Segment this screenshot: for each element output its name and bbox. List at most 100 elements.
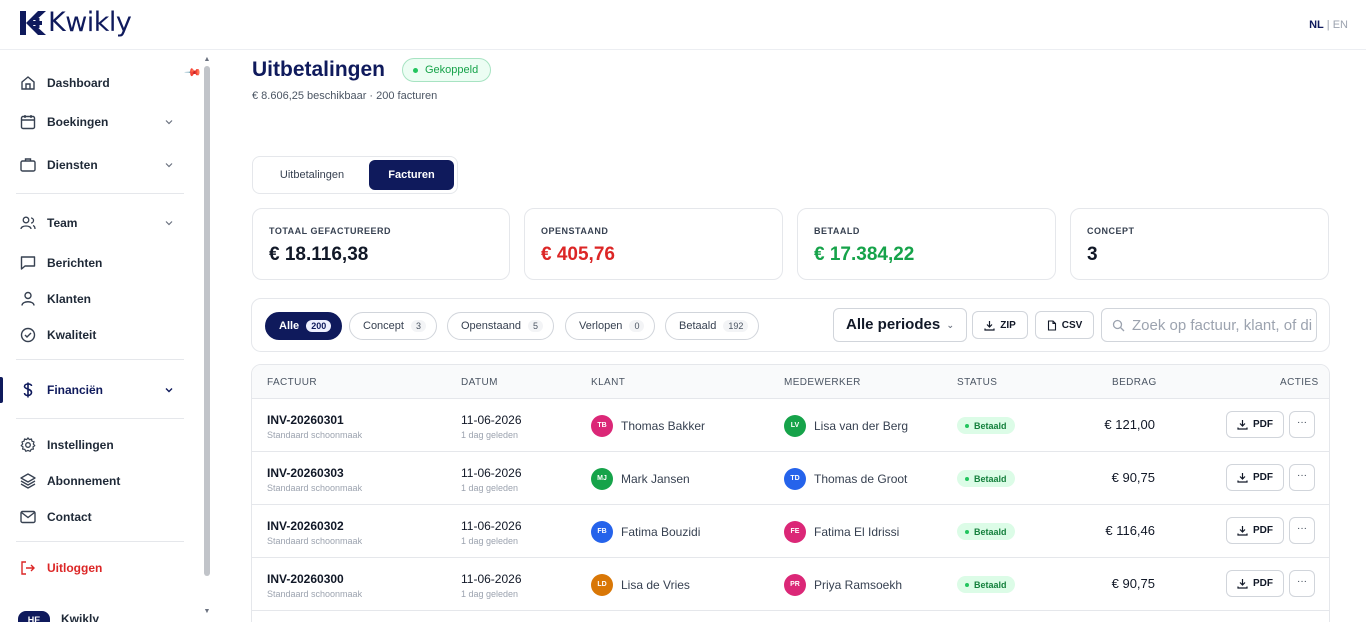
filter-chip-openstaand[interactable]: Openstaand 5 (447, 312, 554, 340)
column-header-datum[interactable]: DATUM (461, 377, 498, 388)
employee-name: Fatima El Idrissi (814, 525, 900, 539)
invoice-number[interactable]: INV-20260301 (267, 413, 344, 427)
more-actions-button[interactable]: ··· (1289, 517, 1315, 544)
sidebar-item-uitloggen[interactable]: Uitloggen (0, 554, 200, 582)
invoice-date-relative: 1 dag geleden (461, 430, 519, 440)
sidebar-item-boekingen[interactable]: Boekingen (0, 108, 200, 136)
table-row[interactable]: INV-20260303 Standaard schoonmaak 11-06-… (252, 452, 1329, 505)
download-icon (1237, 526, 1248, 536)
page-title: Uitbetalingen (252, 58, 386, 81)
message-icon (20, 256, 36, 270)
invoice-amount: € 116,46 (1105, 523, 1155, 538)
user-avatar[interactable]: HE (18, 611, 50, 622)
sidebar-item-klanten[interactable]: Klanten (0, 285, 200, 313)
column-header-status[interactable]: STATUS (957, 377, 998, 388)
column-header-klant[interactable]: KLANT (591, 377, 626, 388)
sidebar-item-contact[interactable]: Contact (0, 503, 200, 531)
invoice-number[interactable]: INV-20260303 (267, 466, 344, 480)
sidebar-item-financien[interactable]: Financiën (0, 376, 200, 404)
pdf-download-button[interactable]: PDF (1226, 517, 1284, 544)
filter-chip-alle[interactable]: Alle 200 (265, 312, 343, 340)
status-badge: Betaald (957, 523, 1015, 540)
status-label: Betaald (974, 579, 1007, 590)
layers-icon (20, 473, 36, 489)
page-subtitle: € 8.606,25 beschikbaar · 200 facturen (252, 90, 438, 102)
invoice-service: Standaard schoonmaak (267, 589, 363, 599)
status-label: Gekoppeld (425, 64, 479, 76)
sidebar-item-label: Contact (47, 510, 92, 524)
stat-label: BETAALD (814, 226, 860, 236)
table-row[interactable]: INV-20260301 Standaard schoonmaak 11-06-… (252, 399, 1329, 452)
employee-name: Lisa van der Berg (814, 419, 909, 433)
invoice-number[interactable]: INV-20260300 (267, 572, 344, 586)
sidebar-divider (16, 359, 184, 360)
status-dot-icon (965, 423, 969, 428)
pdf-download-button[interactable]: PDF (1226, 464, 1284, 491)
invoice-date: 11-06-2026 (461, 572, 522, 586)
user-name[interactable]: Kwikly (61, 612, 100, 622)
sidebar-item-dashboard[interactable]: Dashboard (0, 69, 200, 97)
lang-nl[interactable]: NL (1309, 19, 1324, 31)
table-row[interactable]: INV-20260300 Standaard schoonmaak 11-06-… (252, 558, 1329, 611)
client-cell: FB Fatima Bouzidi (591, 521, 700, 543)
more-actions-button[interactable]: ··· (1289, 570, 1315, 597)
employee-name: Thomas de Groot (814, 472, 908, 486)
invoice-service: Standaard schoonmaak (267, 483, 363, 493)
more-actions-button[interactable]: ··· (1289, 411, 1315, 438)
period-value: Alle periodes (846, 316, 941, 333)
tab-uitbetalingen[interactable]: Uitbetalingen (279, 169, 345, 181)
sidebar-item-berichten[interactable]: Berichten (0, 249, 200, 277)
client-name: Mark Jansen (621, 472, 690, 486)
sidebar-item-kwaliteit[interactable]: Kwaliteit (0, 321, 200, 349)
filter-chip-betaald[interactable]: Betaald 192 (665, 312, 760, 340)
sidebar-item-label: Dashboard (47, 76, 110, 90)
sidebar-divider (16, 418, 184, 419)
search-input[interactable] (1132, 309, 1316, 341)
column-header-bedrag[interactable]: BEDRAG (1112, 377, 1157, 388)
zip-download-button[interactable]: ZIP (972, 311, 1028, 339)
check-circle-icon (20, 327, 36, 343)
table-row[interactable]: INV-20260302 Standaard schoonmaak 11-06-… (252, 505, 1329, 558)
more-actions-button[interactable]: ··· (1289, 464, 1315, 491)
employee-cell: LV Lisa van der Berg (784, 415, 908, 437)
scroll-down-icon[interactable]: ▼ (203, 608, 211, 615)
period-select[interactable]: Alle periodes ⌄ (833, 308, 967, 342)
column-header-medewerker[interactable]: MEDEWERKER (784, 377, 861, 388)
filter-chip-verlopen[interactable]: Verlopen 0 (565, 312, 656, 340)
client-name: Lisa de Vries (621, 578, 690, 592)
pdf-download-button[interactable]: PDF (1226, 570, 1284, 597)
sidebar-item-abonnement[interactable]: Abonnement (0, 467, 200, 495)
sidebar-item-instellingen[interactable]: Instellingen (0, 431, 200, 459)
client-avatar: LD (591, 574, 613, 596)
status-label: Betaald (974, 473, 1007, 484)
lang-en[interactable]: EN (1332, 19, 1348, 31)
column-header-factuur[interactable]: FACTUUR (267, 377, 318, 388)
scroll-up-icon[interactable]: ▲ (203, 56, 211, 63)
stat-card-totaal: TOTAAL GEFACTUREERD € 18.116,38 (252, 208, 510, 280)
chip-count: 3 (410, 320, 426, 332)
logo[interactable]: Kwikly (20, 9, 132, 37)
scrollbar-thumb[interactable] (204, 66, 210, 576)
pdf-label: PDF (1253, 578, 1273, 589)
invoice-date: 11-06-2026 (461, 519, 522, 533)
filter-chip-concept[interactable]: Concept 3 (349, 312, 437, 340)
sidebar-scrollbar[interactable]: ▲ ▼ (203, 56, 211, 616)
gear-icon (20, 437, 36, 452)
download-icon (1237, 420, 1248, 430)
csv-label: CSV (1061, 319, 1083, 331)
employee-avatar: FE (784, 521, 806, 543)
chevron-down-icon (165, 388, 173, 393)
invoice-number[interactable]: INV-20260302 (267, 519, 344, 533)
employee-cell: FE Fatima El Idrissi (784, 521, 899, 543)
chip-count: 0 (629, 320, 645, 332)
tab-facturen[interactable]: Facturen (369, 160, 454, 190)
stat-label: OPENSTAAND (541, 226, 609, 236)
sidebar-item-label: Boekingen (47, 115, 109, 129)
sidebar-item-label: Klanten (47, 292, 92, 306)
invoice-date-relative: 1 dag geleden (461, 483, 519, 493)
csv-export-button[interactable]: CSV (1035, 311, 1094, 339)
sidebar-item-team[interactable]: Team (0, 209, 200, 237)
pdf-download-button[interactable]: PDF (1226, 411, 1284, 438)
chevron-down-icon (165, 120, 173, 125)
sidebar-item-diensten[interactable]: Diensten (0, 151, 200, 179)
